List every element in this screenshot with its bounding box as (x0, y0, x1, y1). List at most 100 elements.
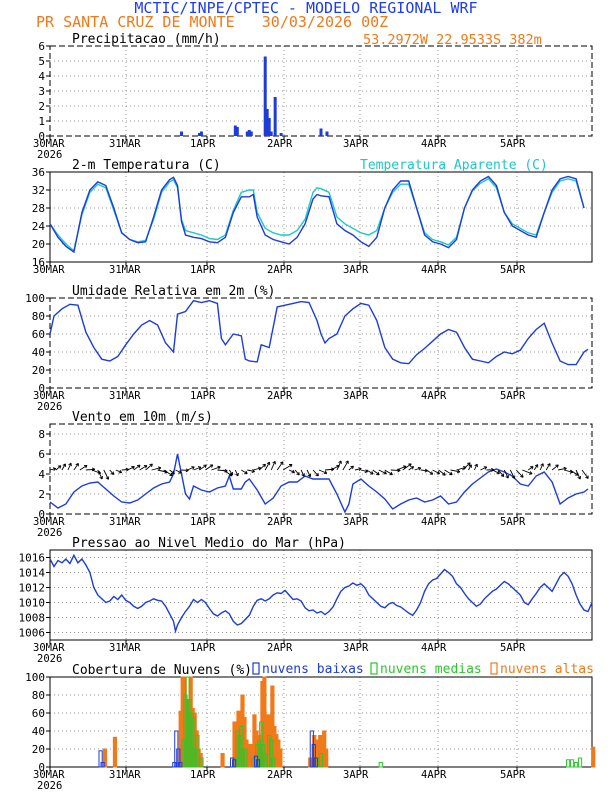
wind-arrow-head (429, 471, 434, 475)
wind-arrow (390, 469, 401, 471)
wind-arrow-head (307, 473, 312, 478)
precip-bar (199, 131, 203, 136)
wind-arrow (55, 465, 62, 471)
wind-arrow (276, 461, 284, 471)
wind-arrow-head (376, 471, 380, 476)
wind-arrow (480, 466, 487, 471)
y-tick-label: 40 (32, 346, 45, 359)
wind-arrow (432, 469, 440, 475)
x-year-label: 2026 (37, 401, 62, 413)
wind-arrow-head (534, 464, 539, 468)
precip-bar (263, 56, 267, 136)
wind-arrow (79, 465, 88, 471)
wind-arrow (205, 464, 214, 471)
cloud-bar (324, 748, 329, 768)
x-tick-label: 4APR (421, 516, 447, 528)
x-tick-label: 5APR (500, 138, 526, 150)
x-tick-label: 1APR (190, 264, 216, 276)
cloud-bar (591, 746, 596, 768)
wind-arrow-head (358, 467, 362, 471)
x-tick-label: 4APR (421, 138, 447, 150)
x-tick-label: 3APR (343, 138, 369, 150)
legend-apparent-temp: Temperatura Aparente (C) (360, 158, 548, 173)
legend-label: nuvens medias (380, 662, 482, 677)
cloud-bar (112, 736, 118, 768)
wind-arrow-head (511, 475, 516, 479)
wind-arrow-head (291, 469, 295, 474)
wind-arrow (426, 469, 434, 475)
wind-arrow-head (280, 461, 284, 465)
panel-wind: 0 2 4 6 8 30MAR 31MAR 1APR 2APR 3APR 4APR 5APR 2026 V… (33, 410, 593, 539)
wind-arrow (533, 464, 539, 471)
wind-arrow-head (468, 464, 472, 468)
wind-arrow (228, 469, 234, 476)
wind-arrow-head (197, 466, 202, 470)
wind-arrow (103, 469, 109, 480)
precip-bar (235, 127, 239, 136)
wind-arrow (169, 469, 175, 474)
x-tick-label: 4APR (421, 390, 447, 402)
x-tick-label: 31MAR (109, 390, 141, 402)
cloud-bar (178, 762, 183, 768)
wind-arrow-head (389, 471, 393, 476)
panel-frame (49, 297, 593, 389)
x-tick-label: 1APR (190, 769, 216, 781)
y-tick-label: 2 (38, 100, 45, 113)
cloud-bar (255, 759, 261, 768)
wind-arrow (384, 469, 393, 476)
wind-arrow (468, 464, 472, 471)
x-tick-label: 5APR (500, 264, 526, 276)
wind-arrow (241, 469, 248, 475)
header-coords: 53.2972W 22.9533S 382m (363, 32, 542, 48)
cloud-bar (573, 762, 579, 768)
x-tick-label: 31MAR (109, 642, 141, 654)
wind-arrow-head (500, 473, 505, 478)
y-tick-label: 0 (38, 130, 45, 143)
y-tick-label: 80 (32, 310, 45, 323)
wind-arrow (127, 466, 135, 471)
wind-arrow (223, 469, 233, 477)
wind-arrow-head (169, 472, 173, 477)
x-tick-label: 1APR (190, 516, 216, 528)
wind-arrow-head (345, 460, 349, 464)
x-tick-label: 31MAR (109, 138, 141, 150)
wind-arrow-head (191, 466, 195, 470)
x-tick-label: 5APR (500, 390, 526, 402)
panel-title: Pressao ao Nivel Medio do Mar (hPa) (72, 536, 346, 551)
x-tick-label: 31MAR (109, 516, 141, 528)
wind-arrow-head (338, 460, 342, 464)
wind-arrow (348, 465, 354, 471)
wind-arrow-head (52, 467, 57, 471)
wind-arrow-head (364, 469, 368, 474)
y-tick-label: 24 (32, 220, 46, 233)
wind-arrow-head (370, 471, 374, 475)
wind-arrow-head (62, 463, 66, 467)
y-tick-label: 1006 (19, 627, 46, 640)
y-tick-label: 16 (32, 256, 45, 269)
x-tick-label: 1APR (190, 138, 216, 150)
wind-arrow-head (266, 461, 271, 466)
wind-arrow-head (442, 472, 446, 476)
panel-title: Umidade Relativa em 2m (%) (72, 284, 276, 299)
panel-frame (49, 423, 593, 515)
cloud-bar (565, 759, 571, 768)
wind-arrow-head (577, 476, 582, 480)
y-tick-label: 1010 (19, 597, 46, 610)
y-tick-label: 1014 (19, 567, 46, 580)
y-tick-label: 20 (32, 238, 45, 251)
x-tick-label: 3APR (343, 769, 369, 781)
precip-bar (279, 133, 283, 136)
wind-arrow (474, 463, 478, 471)
wind-arrow-head (75, 463, 79, 467)
wind-arrow (139, 465, 148, 471)
x-tick-label: 2APR (267, 390, 293, 402)
wind-arrow-head (505, 475, 509, 479)
wind-arrow (563, 469, 573, 473)
x-tick-label: 4APR (421, 769, 447, 781)
cloud-bar (232, 759, 237, 768)
wind-arrow (497, 469, 505, 477)
y-tick-label: 6 (38, 448, 45, 461)
y-tick-label: 8 (38, 428, 45, 441)
cloud-bar (102, 748, 108, 768)
panel-frame (49, 171, 593, 263)
